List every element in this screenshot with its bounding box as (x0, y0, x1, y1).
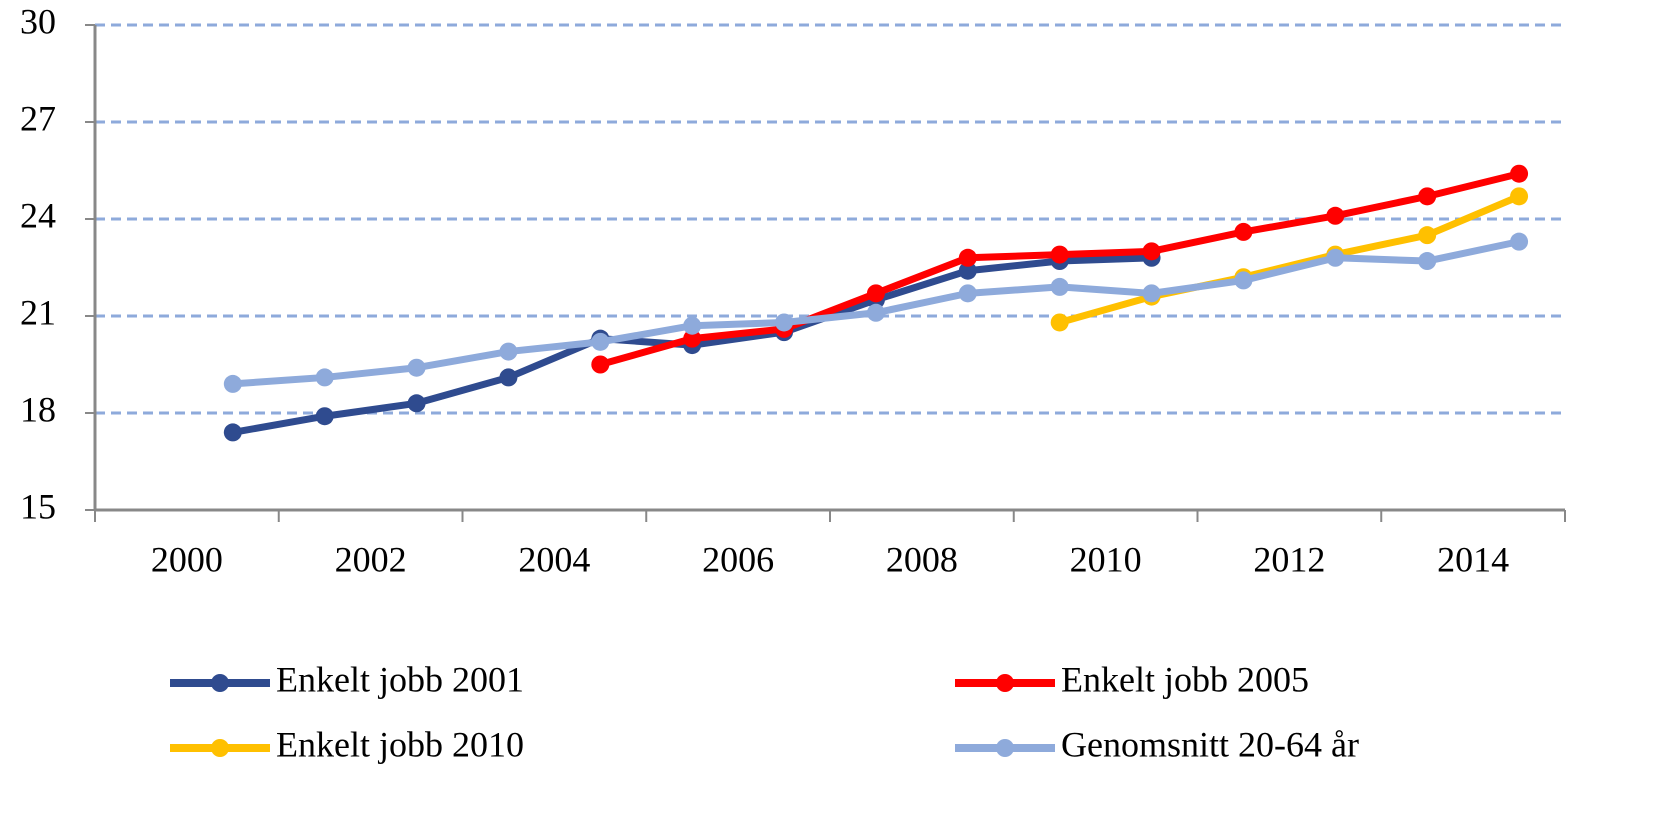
legend-label: Genomsnitt 20-64 år (1061, 724, 1359, 764)
x-tick-label: 2014 (1437, 539, 1509, 579)
series-marker (1510, 164, 1529, 183)
y-tick-label: 27 (20, 98, 56, 138)
series-marker (866, 284, 885, 303)
y-tick-label: 30 (20, 1, 56, 41)
series-marker (1234, 222, 1253, 241)
series-marker (407, 394, 426, 413)
series-marker (223, 374, 242, 393)
x-tick-label: 2000 (151, 539, 223, 579)
series-marker (958, 261, 977, 280)
legend-marker (996, 739, 1014, 757)
y-tick-label: 21 (20, 292, 56, 332)
series-marker (591, 355, 610, 374)
x-tick-label: 2004 (518, 539, 590, 579)
series-marker (1326, 206, 1345, 225)
legend-label: Enkelt jobb 2001 (276, 659, 524, 699)
series-marker (1050, 313, 1069, 332)
x-tick-label: 2010 (1070, 539, 1142, 579)
series-marker (1510, 187, 1529, 206)
series-marker (407, 358, 426, 377)
series-marker (1418, 252, 1437, 271)
series-marker (1326, 248, 1345, 267)
series-marker (958, 284, 977, 303)
series-marker (683, 316, 702, 335)
series-marker (775, 313, 794, 332)
x-tick-label: 2006 (702, 539, 774, 579)
y-tick-label: 15 (20, 486, 56, 526)
series-marker (499, 368, 518, 387)
series-marker (1510, 232, 1529, 251)
series-marker (499, 342, 518, 361)
series-marker (591, 332, 610, 351)
series-marker (315, 368, 334, 387)
series-marker (1418, 187, 1437, 206)
y-tick-label: 24 (20, 195, 56, 235)
x-tick-label: 2008 (886, 539, 958, 579)
series-marker (1050, 277, 1069, 296)
series-marker (1050, 245, 1069, 264)
legend-label: Enkelt jobb 2010 (276, 724, 524, 764)
y-tick-label: 18 (20, 389, 56, 429)
series-marker (958, 248, 977, 267)
series-marker (315, 407, 334, 426)
legend-marker (211, 674, 229, 692)
series-marker (1142, 242, 1161, 261)
legend-label: Enkelt jobb 2005 (1061, 659, 1309, 699)
series-marker (1418, 226, 1437, 245)
series-marker (683, 329, 702, 348)
x-tick-label: 2002 (335, 539, 407, 579)
series-marker (1142, 284, 1161, 303)
series-marker (1234, 271, 1253, 290)
legend-marker (996, 674, 1014, 692)
x-tick-label: 2012 (1253, 539, 1325, 579)
series-marker (223, 423, 242, 442)
series-marker (866, 303, 885, 322)
legend-marker (211, 739, 229, 757)
